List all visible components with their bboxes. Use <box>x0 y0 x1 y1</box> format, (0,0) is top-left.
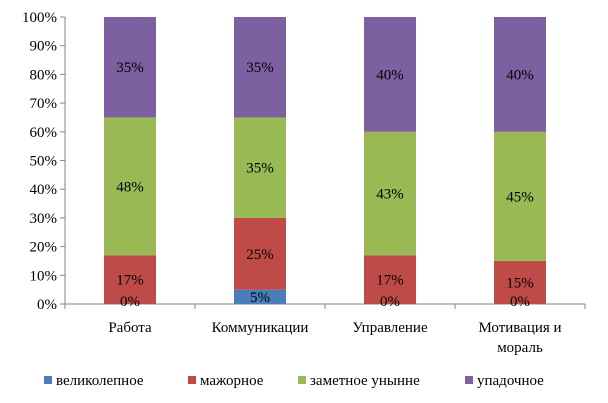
data-labels: 5% 17% 25% 17% 15% 48% 35% 43% 45% 35% 35% 40% 40% 0%… <box>116 60 534 310</box>
data-label: 48% <box>116 179 144 195</box>
category-label: Мотивация и <box>478 320 561 336</box>
category-label: Коммуникации <box>212 320 309 336</box>
legend-label: великолепное <box>56 373 144 389</box>
y-tick-label: 40% <box>30 182 58 198</box>
bar-segment <box>104 117 156 256</box>
bar-segment <box>104 255 156 304</box>
y-tick-label: 70% <box>30 96 58 112</box>
category-label: Работа <box>108 320 152 336</box>
category-label: мораль <box>497 340 543 356</box>
bar-segment <box>234 17 286 118</box>
category-label: Управление <box>352 320 428 336</box>
data-label: 45% <box>506 189 534 205</box>
axes: 0% 10% 20% 30% 40% 50% 60% 70% 80% 90% 100% Работа К… <box>22 10 586 356</box>
data-label: 17% <box>116 273 144 289</box>
y-tick-label: 60% <box>30 125 58 141</box>
y-tick-label: 0% <box>37 297 57 313</box>
data-label: 25% <box>246 247 274 263</box>
bar-segment <box>104 17 156 118</box>
y-tick-label: 90% <box>30 39 58 55</box>
legend-label: заметное унынне <box>310 373 420 389</box>
bar-segment <box>494 131 546 261</box>
y-tick-label: 100% <box>22 10 57 26</box>
data-label: 5% <box>250 290 270 306</box>
y-tick-label: 30% <box>30 211 58 227</box>
legend-label: мажорное <box>200 373 264 389</box>
data-label: 35% <box>116 60 144 76</box>
legend-swatch <box>44 376 52 384</box>
data-label: 40% <box>376 67 404 83</box>
bar-segment <box>364 131 416 256</box>
legend-swatch <box>465 376 473 384</box>
data-label: 43% <box>376 187 404 203</box>
data-label-zero: 0% <box>380 294 400 310</box>
data-label-zero: 0% <box>120 294 140 310</box>
bar-segment <box>234 289 286 304</box>
bar-segment <box>364 255 416 304</box>
y-tick-label: 80% <box>30 67 58 83</box>
y-tick-label: 20% <box>30 240 58 256</box>
legend-swatch <box>298 376 306 384</box>
legend-label: упадочное <box>477 373 544 389</box>
data-label: 40% <box>506 67 534 83</box>
data-label: 17% <box>376 273 404 289</box>
legend: великолепное мажорное заметное унынне упадо… <box>44 373 544 389</box>
bar-segment <box>494 17 546 132</box>
data-label: 35% <box>246 60 274 76</box>
data-label: 15% <box>506 275 534 291</box>
data-label: 35% <box>246 161 274 177</box>
data-label-zero: 0% <box>510 294 530 310</box>
bar-segment <box>234 117 286 218</box>
bar-segment <box>364 17 416 132</box>
y-tick-label: 50% <box>30 154 58 170</box>
y-tick-label: 10% <box>30 268 58 284</box>
bar-segment <box>234 217 286 290</box>
bars <box>104 17 546 304</box>
legend-swatch <box>188 376 196 384</box>
bar-segment <box>494 260 546 304</box>
